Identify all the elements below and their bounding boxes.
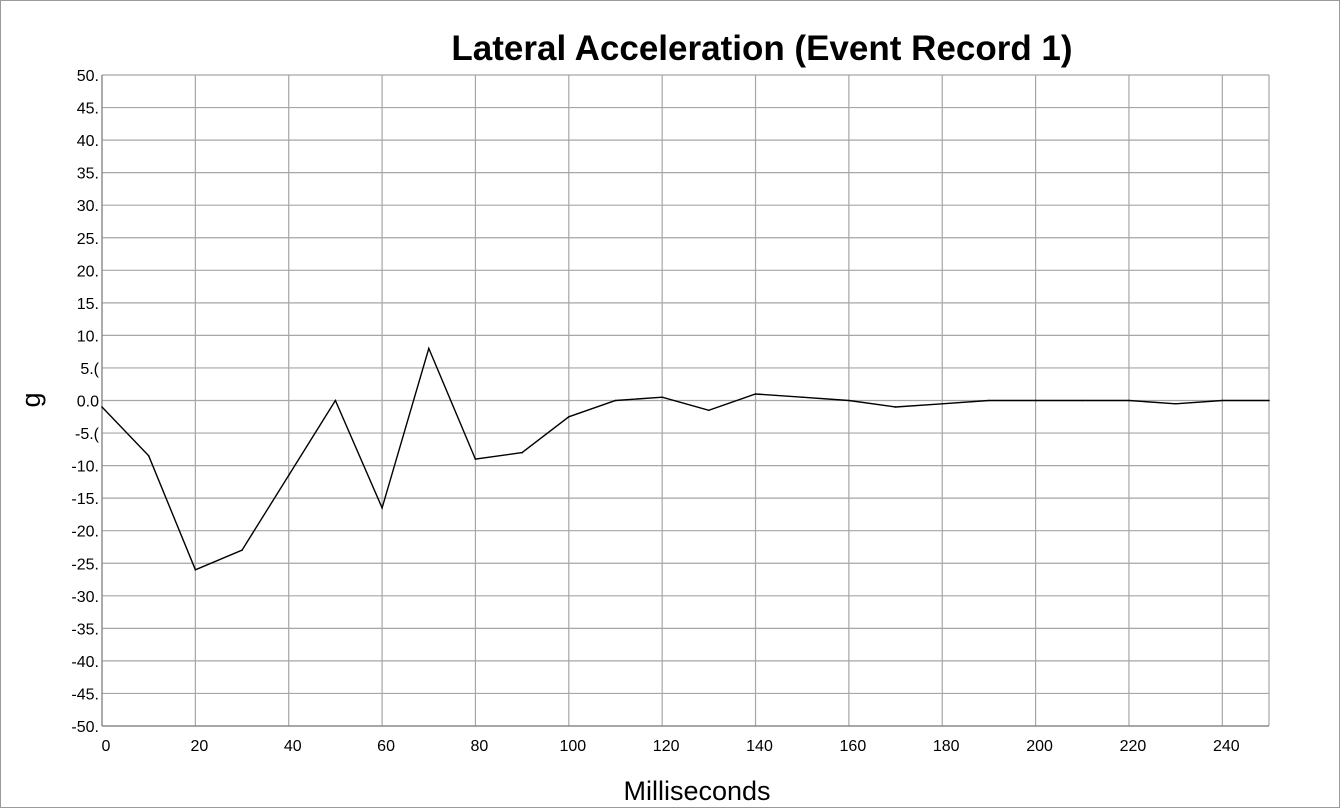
y-tick-label: -45. [71, 686, 99, 703]
data-point [1174, 402, 1177, 405]
data-point [287, 474, 290, 477]
data-point [427, 347, 430, 350]
data-point [568, 415, 570, 418]
y-tick-label: -30. [71, 589, 99, 606]
x-tick-label: 220 [1120, 738, 1147, 755]
y-tick-label: -35. [71, 621, 99, 638]
y-tick-label: 10. [77, 328, 99, 345]
x-axis-label: Milliseconds [623, 776, 770, 806]
data-point [1221, 399, 1224, 402]
data-point [241, 549, 243, 552]
x-tick-label: 240 [1213, 738, 1240, 755]
y-tick-label: -15. [71, 491, 99, 508]
data-point [1034, 399, 1037, 402]
y-tick-label: -40. [71, 654, 99, 671]
y-tick-label: -20. [71, 524, 99, 541]
x-tick-label: 20 [190, 738, 208, 755]
data-point [334, 399, 337, 402]
y-tick-label: -10. [71, 459, 99, 476]
x-tick-label: 40 [284, 738, 302, 755]
x-tick-label: 200 [1026, 738, 1053, 755]
data-point [1081, 399, 1084, 402]
data-point [708, 409, 710, 412]
x-tick-label: 100 [559, 738, 586, 755]
x-tick-label: 60 [377, 738, 395, 755]
data-point [754, 393, 757, 395]
y-axis-label: g [16, 392, 46, 407]
y-tick-label: 20. [77, 263, 99, 280]
data-point [474, 458, 477, 460]
x-tick-label: 140 [746, 738, 773, 755]
data-point [101, 406, 103, 408]
x-tick-label: 0 [102, 738, 111, 755]
y-tick-label: 25. [77, 231, 99, 248]
grid-layer [101, 74, 1270, 727]
y-tick-label: 40. [77, 133, 99, 150]
x-tick-label: 80 [471, 738, 489, 755]
data-point [988, 399, 990, 402]
y-tick-label: 30. [77, 198, 99, 215]
y-tick-label: 0.0 [77, 394, 99, 411]
y-tick-label: 35. [77, 166, 99, 183]
series-layer [101, 346, 1270, 571]
data-point [661, 396, 663, 399]
chart-title: Lateral Acceleration (Event Record 1) [451, 29, 1072, 68]
data-point [147, 455, 150, 457]
y-tick-label: 45. [77, 101, 99, 118]
data-point [941, 402, 944, 405]
x-tick-label: 180 [933, 738, 960, 755]
data-point [894, 406, 897, 408]
y-tick-label: 15. [77, 296, 99, 313]
x-tick-label: 160 [840, 738, 867, 755]
x-tick-label: 120 [653, 738, 680, 755]
data-point [1128, 399, 1130, 402]
y-tick-label: 50. [77, 68, 99, 85]
y-tick-label: -50. [71, 719, 99, 736]
data-point [801, 396, 803, 399]
data-point [1268, 399, 1270, 402]
axis-layer [101, 75, 1269, 727]
y-tick-label: 5.( [80, 361, 99, 378]
y-tick-label: -5.( [75, 426, 100, 443]
data-point [614, 399, 617, 402]
data-point [521, 451, 523, 454]
series-line [101, 346, 1269, 571]
y-tick-label: -25. [71, 556, 99, 573]
data-point [848, 399, 850, 402]
data-point [194, 568, 197, 571]
tick-label-layer: 50. 45. 40. 35. 30. 25. 20. 15. 10. 5.( 0.0 -5.( -10… [71, 68, 1239, 755]
data-point [381, 507, 383, 509]
